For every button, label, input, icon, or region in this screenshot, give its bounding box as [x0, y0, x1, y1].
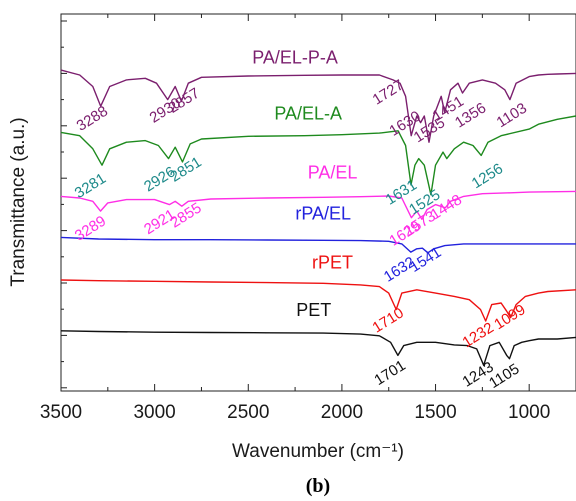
peak-annotation: 1710: [370, 304, 407, 336]
series-label: PET: [296, 300, 331, 320]
peak-annotation: 3288: [74, 103, 111, 135]
x-tick-label: 1500: [414, 402, 456, 423]
x-tick-label: 1000: [508, 402, 550, 423]
plot-frame: [60, 13, 576, 392]
peak-annotation: 2857: [165, 85, 202, 117]
series-line-pa-el-p-a: [60, 69, 576, 143]
y-axis-title: Transmittance (a.u.): [8, 117, 29, 286]
series-line-pet: [60, 330, 576, 366]
peak-annotation: 1232: [459, 319, 496, 351]
x-tick-label: 3000: [133, 402, 175, 423]
peak-annotation: 1541: [407, 244, 444, 276]
peak-annotation: 1701: [371, 357, 408, 389]
peak-annotation: 2855: [167, 199, 204, 231]
x-tick-labels: 3500 3000 2500 2000 1500 1000: [40, 402, 550, 423]
series-label: rPET: [312, 253, 353, 273]
axis-ticks: [60, 14, 530, 391]
series-label: rPA/EL: [295, 203, 351, 223]
peak-annotation: 1103: [494, 100, 530, 132]
peak-annotation: 1256: [469, 160, 506, 192]
series-line-rpet: [60, 279, 576, 322]
x-tick-label: 3500: [40, 402, 82, 423]
x-tick-label: 2500: [227, 402, 269, 423]
panel-label: (b): [306, 475, 330, 497]
spectra-lines: [60, 69, 576, 366]
series-labels: PA/EL-P-A PA/EL-A PA/EL rPA/EL rPET PET: [252, 48, 357, 321]
series-line-pa-el-a: [60, 115, 576, 196]
series-label: PA/EL: [308, 162, 358, 182]
series-line-pa-el: [60, 190, 576, 220]
x-tick-label: 2000: [321, 402, 363, 423]
series-label: PA/EL-P-A: [252, 48, 338, 68]
peak-annotation: 2851: [167, 154, 204, 186]
peak-annotation: 1099: [491, 301, 528, 333]
peak-annotation: 1727: [370, 76, 407, 108]
series-line-rpa-el: [60, 236, 576, 254]
peak-annotation: 3289: [72, 213, 109, 245]
x-axis-title: Wavenumber (cm⁻¹): [232, 441, 404, 462]
series-label: PA/EL-A: [274, 103, 342, 123]
peak-annotation: 3281: [72, 170, 109, 202]
